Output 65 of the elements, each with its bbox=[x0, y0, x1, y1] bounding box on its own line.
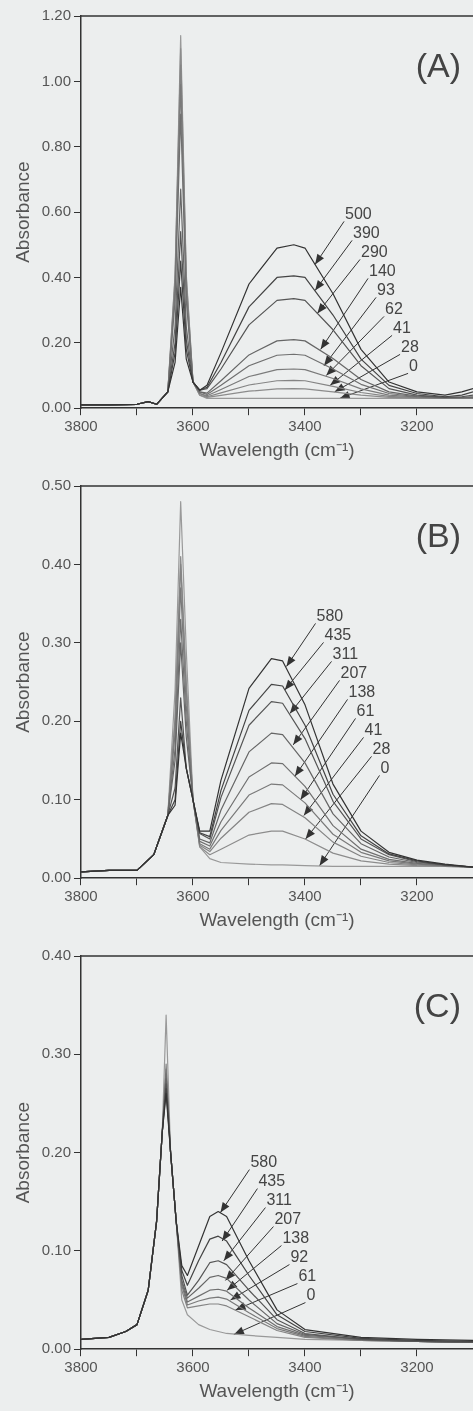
annotation: 500 bbox=[345, 204, 372, 222]
annotation: 435 bbox=[258, 1171, 286, 1189]
x-axis-title: Wavelength (cm⁻¹) bbox=[199, 1379, 355, 1401]
y-tick-label: 0.00 bbox=[41, 1339, 71, 1357]
x-tick-label: 3800 bbox=[64, 887, 98, 905]
annotation: 0 bbox=[380, 758, 390, 776]
annotation: 92 bbox=[290, 1247, 309, 1265]
annotation: 390 bbox=[353, 223, 380, 241]
annotation: 138 bbox=[282, 1228, 310, 1246]
annotation: 28 bbox=[372, 739, 391, 757]
annotation: 311 bbox=[332, 644, 359, 662]
annotation: 435 bbox=[324, 625, 352, 643]
x-tick-label: 3600 bbox=[176, 1358, 210, 1376]
y-axis-title: Absorbance bbox=[11, 1101, 33, 1204]
annotation: 41 bbox=[364, 720, 383, 738]
y-tick-label: 0.10 bbox=[41, 1241, 71, 1259]
y-axis-title: Absorbance bbox=[11, 631, 33, 733]
y-tick-label: 0.80 bbox=[41, 136, 71, 154]
y-tick-label: 0.20 bbox=[41, 332, 71, 350]
x-tick-label: 3600 bbox=[176, 887, 210, 905]
annotation: 62 bbox=[385, 299, 403, 317]
annotation: 28 bbox=[401, 337, 419, 355]
annotation: 93 bbox=[377, 280, 395, 298]
annotation: 207 bbox=[274, 1209, 302, 1227]
text: (B) bbox=[415, 516, 461, 555]
text: (A) bbox=[415, 46, 461, 85]
x-tick-label: 3800 bbox=[64, 1358, 98, 1376]
y-tick-label: 1.20 bbox=[41, 6, 71, 24]
text: (C) bbox=[413, 986, 461, 1025]
annotation: 0 bbox=[409, 356, 419, 374]
annotation: 61 bbox=[298, 1266, 317, 1284]
y-tick-label: 0.00 bbox=[41, 398, 71, 416]
annotation: 290 bbox=[361, 242, 388, 260]
y-tick-label: 0.60 bbox=[41, 202, 71, 220]
y-tick-label: 0.30 bbox=[41, 633, 71, 651]
y-tick-label: 0.10 bbox=[41, 789, 71, 807]
x-tick-label: 3400 bbox=[288, 887, 322, 905]
x-tick-label: 3400 bbox=[288, 417, 322, 435]
annotation: 0 bbox=[306, 1285, 316, 1303]
y-tick-label: 0.40 bbox=[41, 554, 71, 572]
y-tick-label: 0.40 bbox=[41, 946, 71, 964]
annotation: 580 bbox=[250, 1152, 278, 1170]
annotation: 140 bbox=[369, 261, 396, 279]
annotation: 61 bbox=[356, 701, 375, 719]
annotation: 580 bbox=[316, 606, 344, 624]
y-tick-label: 0.00 bbox=[41, 868, 71, 886]
x-tick-label: 3200 bbox=[400, 1358, 434, 1376]
annotation: 311 bbox=[266, 1190, 293, 1208]
annotation: 138 bbox=[348, 682, 376, 700]
y-tick-label: 0.20 bbox=[41, 711, 71, 729]
x-tick-label: 3200 bbox=[400, 887, 434, 905]
y-axis-title: Absorbance bbox=[11, 161, 33, 263]
x-tick-label: 3400 bbox=[288, 1358, 322, 1376]
annotation: 41 bbox=[393, 318, 411, 336]
x-tick-label: 3800 bbox=[64, 417, 98, 435]
x-axis-title: Wavelength (cm⁻¹) bbox=[199, 908, 355, 930]
x-tick-label: 3600 bbox=[176, 417, 210, 435]
annotation: 207 bbox=[340, 663, 368, 681]
y-tick-label: 0.50 bbox=[41, 476, 71, 494]
y-tick-label: 1.00 bbox=[41, 71, 71, 89]
x-axis-title: Wavelength (cm⁻¹) bbox=[199, 438, 355, 460]
x-tick-label: 3200 bbox=[400, 417, 434, 435]
y-tick-label: 0.30 bbox=[41, 1044, 71, 1062]
y-tick-label: 0.40 bbox=[41, 267, 71, 285]
y-tick-label: 0.20 bbox=[41, 1142, 71, 1160]
